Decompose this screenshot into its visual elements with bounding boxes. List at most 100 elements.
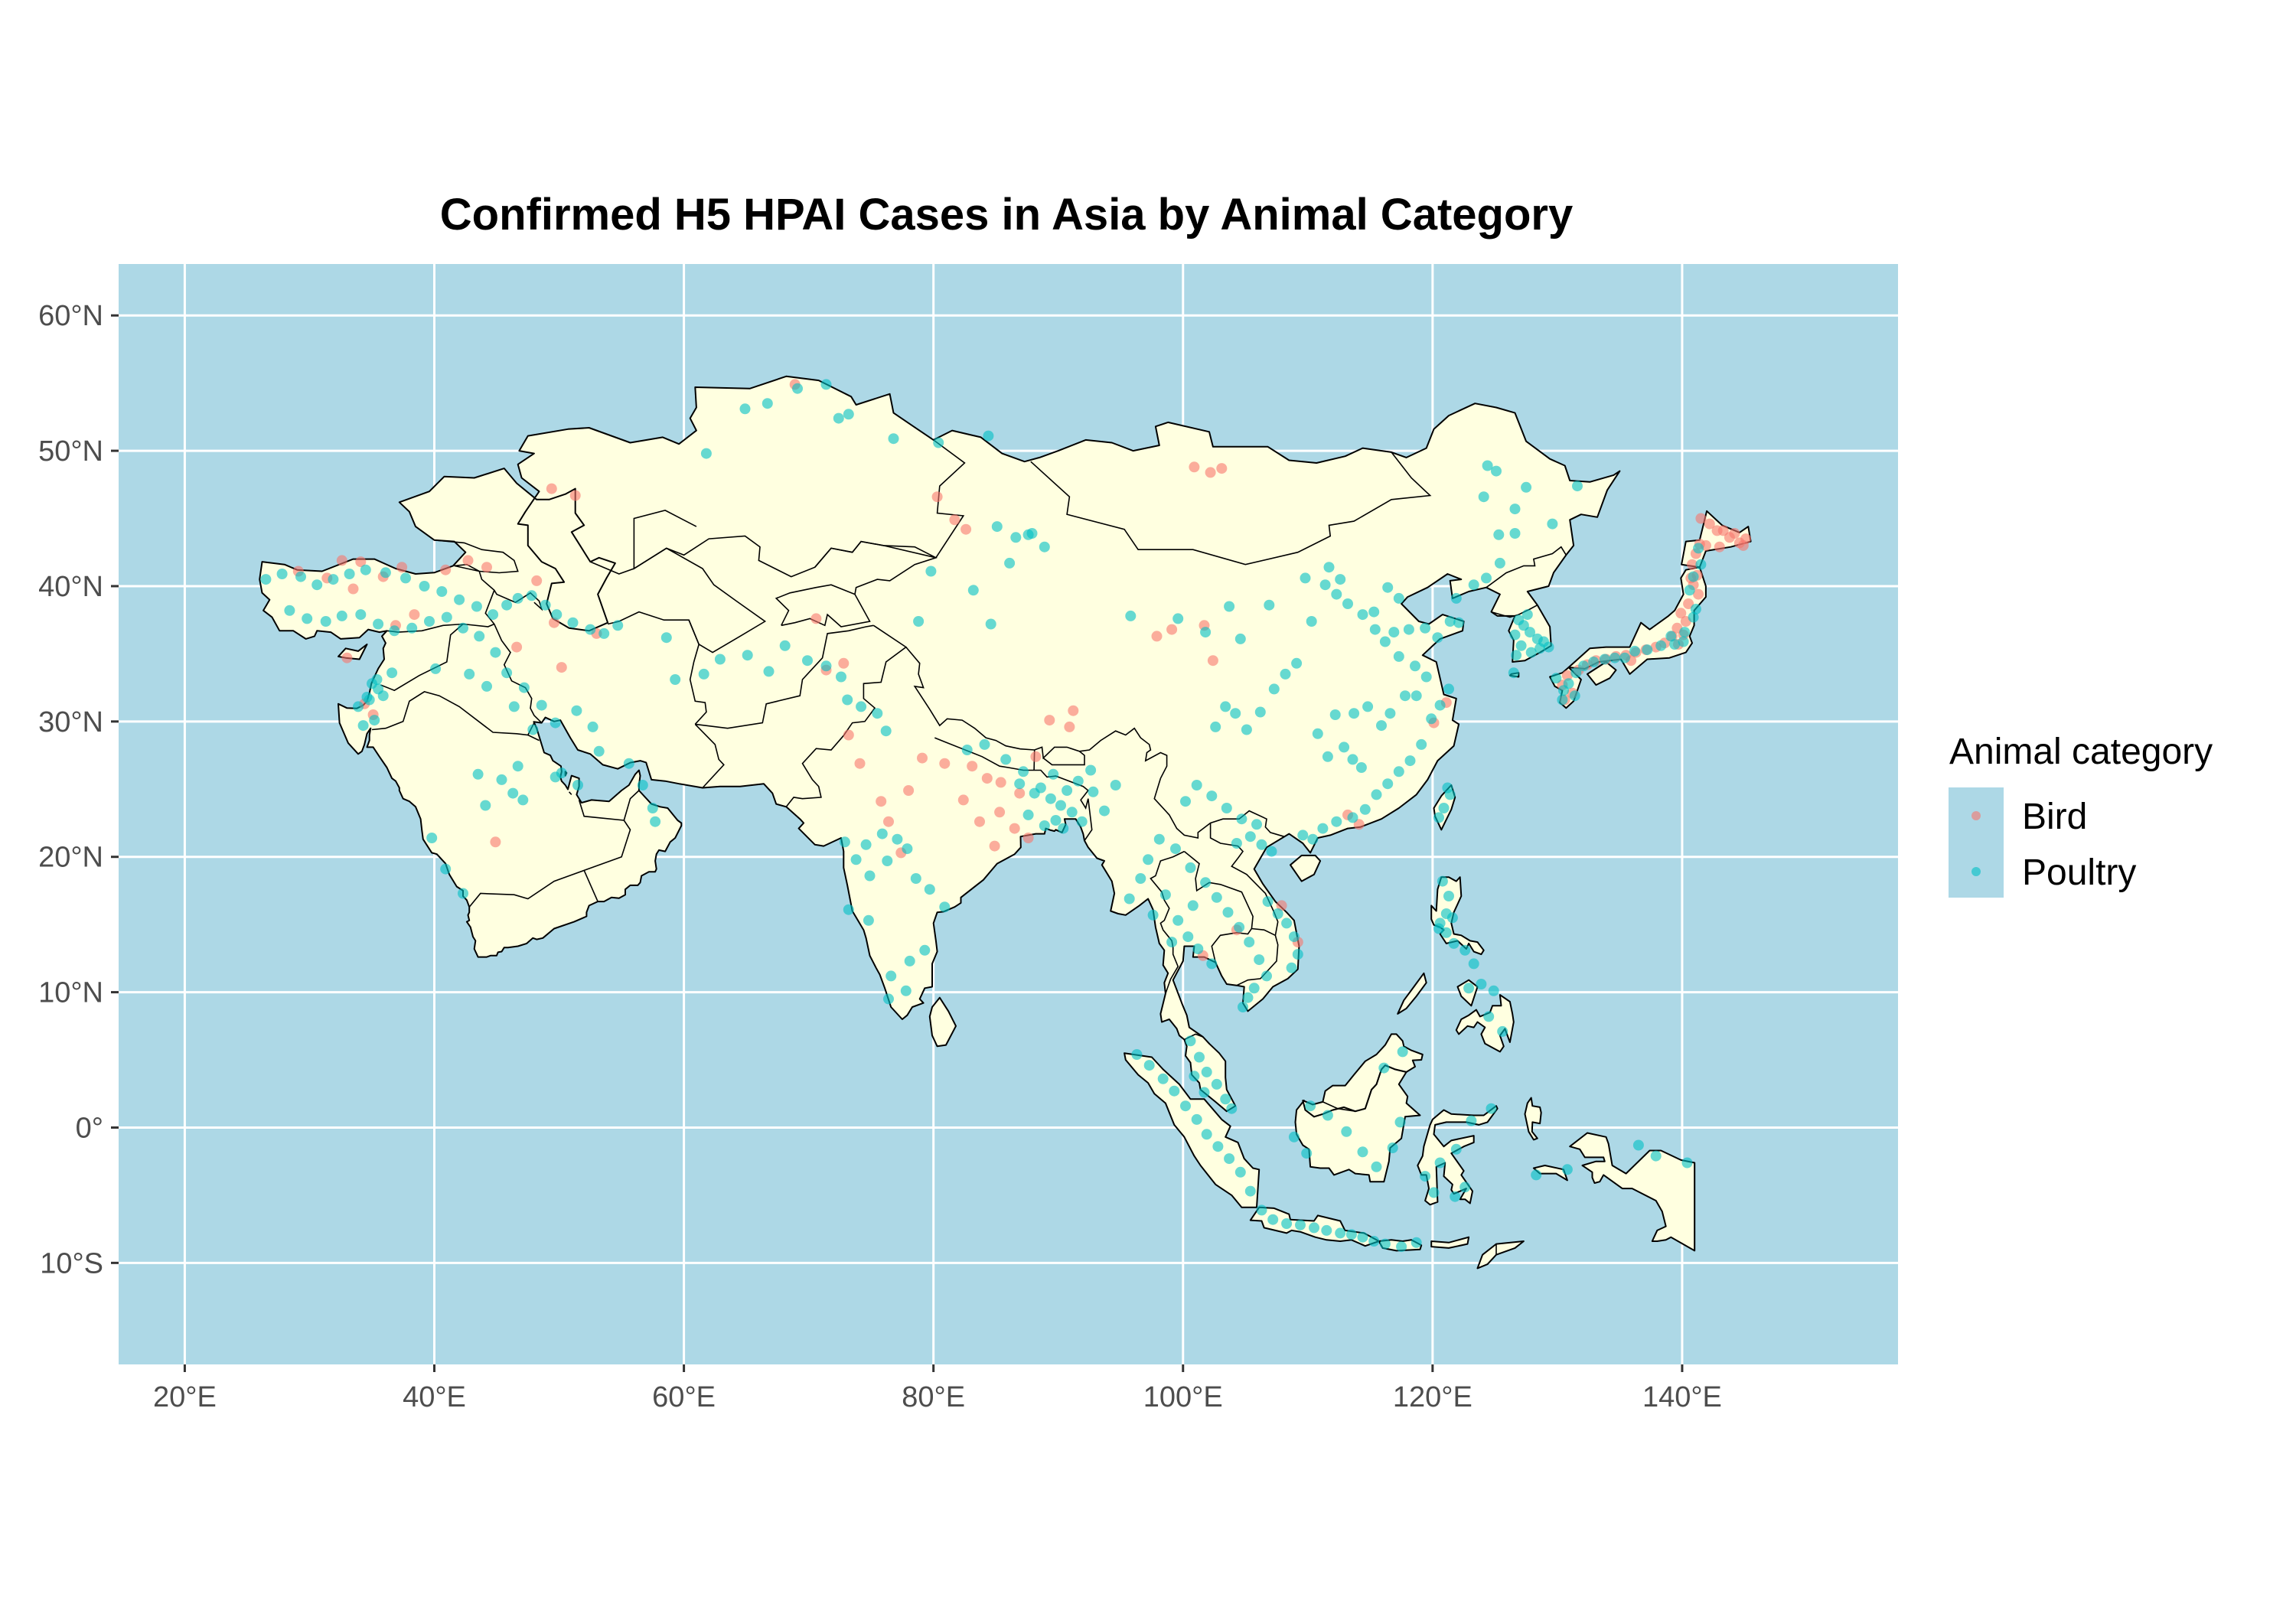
- poultry-case-point: [1511, 650, 1522, 661]
- poultry-case-point: [471, 601, 482, 612]
- x-tick-label: 120°E: [1393, 1381, 1473, 1413]
- poultry-case-point: [623, 758, 634, 769]
- poultry-case-point: [1518, 620, 1529, 631]
- poultry-case-point: [1443, 683, 1454, 695]
- poultry-case-point: [1420, 1171, 1431, 1182]
- poultry-case-point: [550, 717, 561, 729]
- poultry-case-point: [650, 816, 661, 827]
- bird-case-point: [989, 840, 1000, 852]
- poultry-case-point: [360, 564, 371, 575]
- poultry-case-point: [919, 944, 931, 956]
- poultry-case-point: [670, 674, 681, 685]
- x-tick-label: 20°E: [153, 1381, 217, 1413]
- poultry-case-point: [1206, 958, 1218, 970]
- poultry-case-point: [1695, 559, 1707, 570]
- poultry-case-point: [1531, 1169, 1542, 1181]
- poultry-case-point: [1072, 775, 1084, 787]
- poultry-case-point: [386, 667, 398, 679]
- poultry-case-point: [353, 701, 364, 712]
- bird-case-point: [546, 483, 557, 494]
- bird-case-point: [1276, 900, 1287, 911]
- bird-case-point: [949, 514, 960, 526]
- poultry-case-point: [389, 625, 400, 637]
- poultry-case-point: [1690, 604, 1701, 614]
- poultry-case-point: [1411, 690, 1422, 702]
- bird-case-point: [1693, 588, 1704, 600]
- bird-case-point: [1009, 823, 1020, 834]
- poultry-case-point: [1022, 809, 1034, 820]
- poultry-case-point: [1426, 713, 1437, 725]
- poultry-case-point: [1655, 640, 1667, 651]
- bird-case-point: [355, 556, 367, 568]
- poultry-case-point: [1210, 721, 1221, 732]
- poultry-case-point: [1665, 631, 1677, 642]
- poultry-case-point: [1185, 1035, 1196, 1047]
- y-tick-label: 30°N: [38, 706, 103, 738]
- bird-case-point: [409, 609, 420, 621]
- bird-case-point: [876, 796, 887, 807]
- poultry-case-point: [933, 437, 944, 448]
- poultry-case-point: [1551, 673, 1562, 684]
- border-uae-oman: [623, 790, 640, 821]
- poultry-case-point: [536, 699, 547, 711]
- poultry-case-point: [924, 884, 935, 895]
- poultry-case-point: [1241, 724, 1252, 735]
- poultry-case-point: [1609, 652, 1620, 663]
- poultry-case-point: [1669, 639, 1681, 650]
- poultry-case-point: [1450, 592, 1462, 604]
- bird-case-point: [1737, 539, 1749, 551]
- x-axis-ticks: 20°E 40°E 60°E 80°E 100°E 120°E 140°E: [153, 1364, 1722, 1413]
- y-axis-ticks: 60°N 50°N 40°N 30°N 20°N 10°N 0° 10°S: [38, 300, 119, 1279]
- poultry-case-point: [373, 683, 384, 695]
- poultry-case-point: [1189, 1071, 1200, 1082]
- poultry-case-point: [902, 843, 913, 855]
- poultry-case-point: [1619, 652, 1630, 663]
- poultry-case-point: [991, 521, 1003, 533]
- poultry-case-point: [380, 567, 391, 579]
- bird-case-point: [569, 490, 581, 501]
- bird-case-point: [490, 836, 501, 848]
- poultry-case-point: [885, 970, 897, 982]
- bird-case-point: [883, 816, 894, 827]
- land-new-guinea-west: [1569, 1132, 1696, 1252]
- land-timor: [1476, 1240, 1525, 1270]
- bird-case-point: [481, 562, 492, 573]
- poultry-case-point: [1525, 627, 1535, 638]
- poultry-case-point: [1438, 803, 1450, 813]
- poultry-case-point: [1382, 778, 1394, 790]
- poultry-case-point: [1306, 616, 1317, 627]
- poultry-case-point: [1199, 1087, 1210, 1098]
- poultry-case-point: [1185, 862, 1196, 873]
- poultry-case-point: [1403, 624, 1414, 635]
- poultry-case-point: [1323, 562, 1335, 573]
- poultry-case-point: [1169, 1085, 1180, 1097]
- poultry-case-point: [1076, 816, 1088, 827]
- bird-case-point: [1675, 608, 1687, 619]
- land-palawan: [1397, 972, 1427, 1015]
- poultry-case-point: [1180, 1100, 1191, 1112]
- poultry-case-point: [344, 569, 355, 579]
- poultry-case-point: [1230, 708, 1241, 719]
- bird-case-point: [960, 523, 972, 535]
- poultry-case-point: [612, 620, 624, 631]
- poultry-case-point: [1433, 812, 1444, 823]
- poultry-case-point: [1211, 1078, 1222, 1090]
- y-tick-label: 10°S: [40, 1247, 103, 1279]
- bird-case-point: [462, 555, 474, 566]
- poultry-case-point: [1022, 529, 1034, 540]
- poultry-case-point: [1307, 833, 1319, 845]
- poultry-case-point: [833, 412, 844, 424]
- poultry-case-point: [1331, 588, 1342, 600]
- poultry-case-point: [1143, 854, 1154, 865]
- border-qatar-saudi: [569, 791, 572, 795]
- poultry-case-point: [1297, 830, 1309, 841]
- x-tick-label: 40°E: [403, 1381, 466, 1413]
- poultry-case-point: [540, 599, 551, 611]
- poultry-case-point: [1679, 627, 1691, 638]
- poultry-case-point: [1224, 601, 1235, 612]
- poultry-case-point: [1450, 1143, 1462, 1155]
- y-tick-label: 60°N: [38, 300, 103, 332]
- poultry-case-point: [1201, 1066, 1212, 1077]
- poultry-case-point: [284, 605, 295, 616]
